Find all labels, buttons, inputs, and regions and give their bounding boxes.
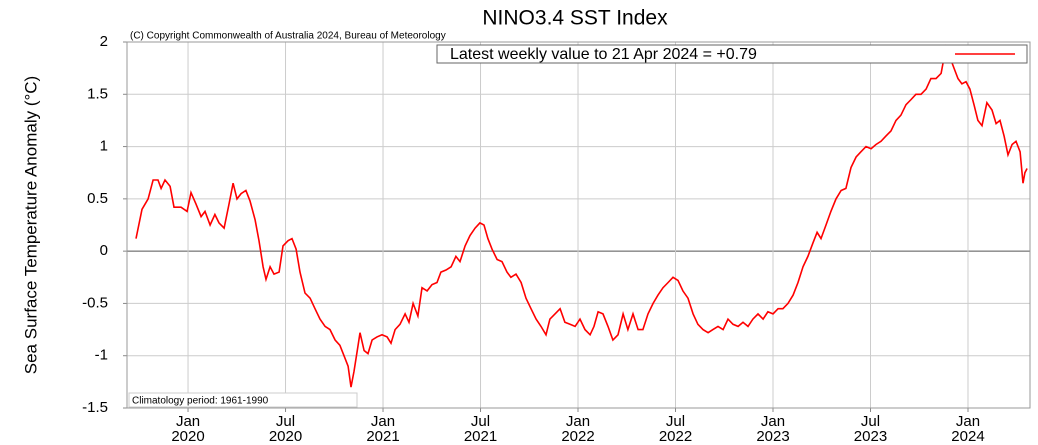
y-tick-label: -1.5: [82, 399, 108, 416]
y-tick-label: 1: [100, 138, 108, 155]
y-tick-label: 0.5: [87, 190, 108, 207]
x-tick-label: Jul 2022: [658, 413, 693, 445]
y-tick-label: -1: [95, 347, 108, 364]
y-tick-label: -0.5: [82, 294, 108, 311]
y-tick-label: 0: [100, 242, 108, 259]
x-tick-label: Jan 2024: [951, 413, 985, 445]
y-axis-label: Sea Surface Temperature Anomaly (°C): [21, 76, 40, 374]
legend-box: [436, 44, 1028, 64]
y-tick-label: 2: [100, 33, 108, 50]
climatology-note: Climatology period: 1961-1990: [132, 396, 269, 407]
x-tick-label: Jan 2021: [366, 413, 400, 445]
copyright-note: (C) Copyright Commonwealth of Australia …: [130, 31, 446, 42]
x-tick-label: Jul 2021: [463, 413, 498, 445]
x-tick-label: Jul 2020: [268, 413, 303, 445]
y-tick-label: 1.5: [87, 85, 108, 102]
legend-label: Latest weekly value to 21 Apr 2024 = +0.…: [450, 46, 757, 63]
x-tick-label: Jan 2022: [561, 413, 595, 445]
chart-title: NINO3.4 SST Index: [482, 7, 668, 30]
note-box: [128, 392, 358, 408]
plot-frame: [126, 41, 1031, 409]
x-tick-label: Jul 2023: [853, 413, 888, 445]
x-tick-label: Jan 2023: [756, 413, 790, 445]
data-line: [135, 44, 1028, 388]
x-tick-label: Jan 2020: [171, 413, 205, 445]
